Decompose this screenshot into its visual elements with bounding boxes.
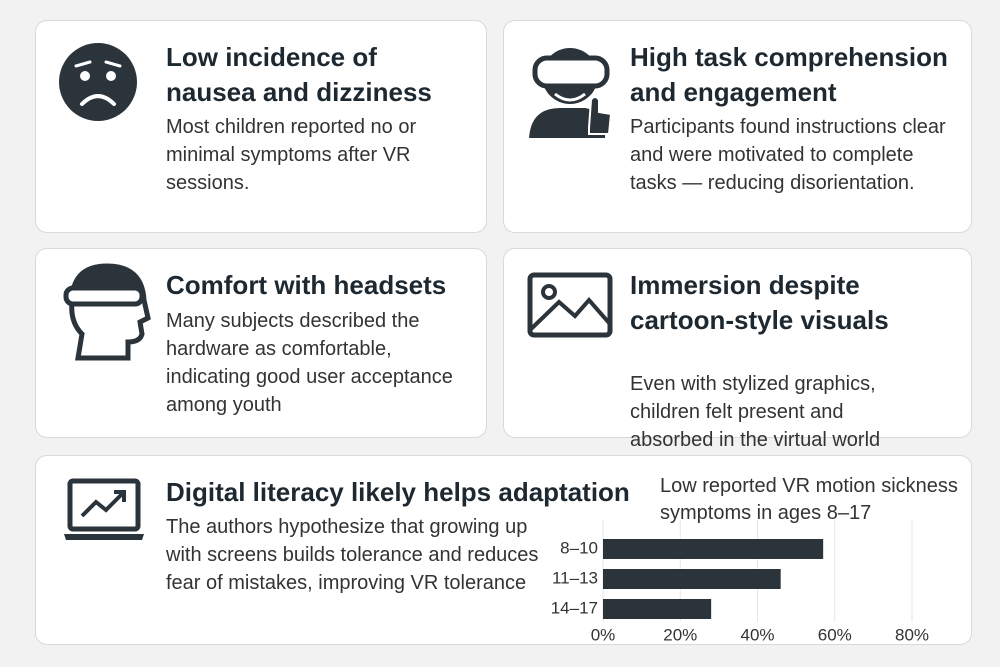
card-body: Even with stylized graphics, children fe… <box>630 373 881 451</box>
bar <box>603 599 712 619</box>
sad-face-icon <box>59 43 137 121</box>
bar <box>603 539 824 559</box>
vr-user-icon <box>529 48 613 138</box>
card-title: High task comprehension and engagement <box>630 42 948 107</box>
card-title: Low incidence of nausea and dizziness <box>166 42 432 107</box>
x-tick-label: 40% <box>740 625 774 644</box>
card-body: Participants found instructions clear an… <box>630 116 946 194</box>
laptop-icon <box>64 478 144 540</box>
card-title: Immersion despite cartoon-style visuals <box>630 270 889 335</box>
card-body: Most children reported no or minimal sym… <box>166 116 417 194</box>
bar <box>603 569 781 589</box>
chart-title: Low reported VR motion sickness symptoms… <box>660 475 958 524</box>
image-icon <box>527 272 613 338</box>
x-tick-label: 60% <box>818 625 852 644</box>
x-tick-label: 0% <box>591 625 616 644</box>
y-tick-label: 8–10 <box>560 538 598 557</box>
card-body: The authors hypothesize that growing up … <box>166 516 539 594</box>
y-tick-label: 11–13 <box>552 568 598 587</box>
y-tick-label: 14–17 <box>551 598 598 617</box>
card-title: Digital literacy likely helps adaptation <box>166 477 630 507</box>
x-tick-label: 20% <box>663 625 697 644</box>
x-tick-label: 80% <box>895 625 929 644</box>
card-body: Many subjects described the hardware as … <box>166 310 453 416</box>
headset-head-icon <box>63 263 151 361</box>
card <box>503 248 972 438</box>
card-title: Comfort with headsets <box>166 270 447 300</box>
